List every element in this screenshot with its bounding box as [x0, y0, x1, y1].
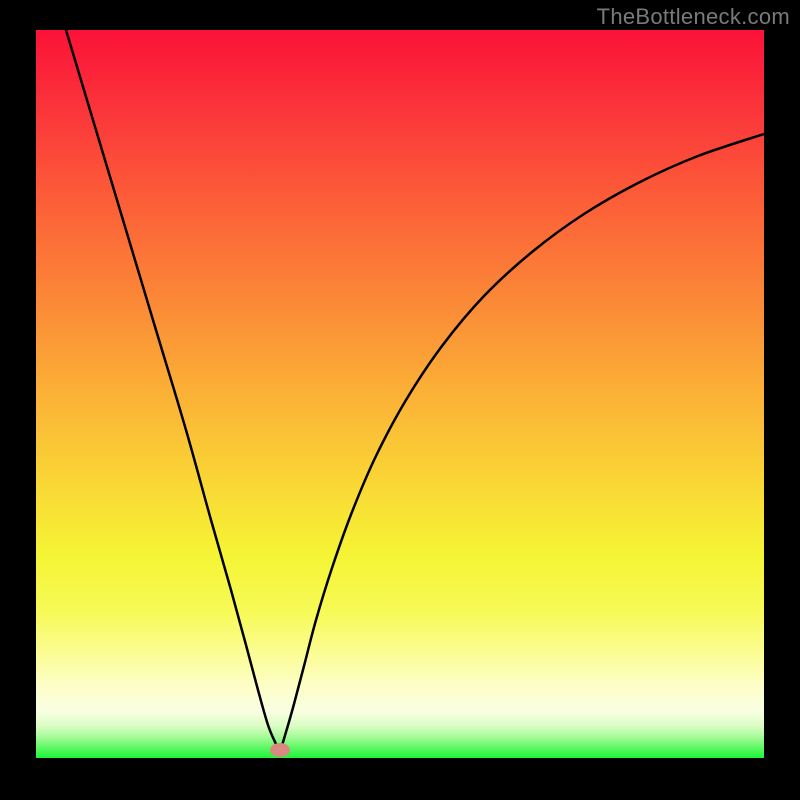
chart-svg — [0, 0, 800, 800]
chart-container: { "meta": { "watermark": "TheBottleneck.… — [0, 0, 800, 800]
minimum-marker — [270, 743, 290, 757]
watermark-text: TheBottleneck.com — [597, 4, 790, 30]
plot-background — [36, 30, 764, 758]
